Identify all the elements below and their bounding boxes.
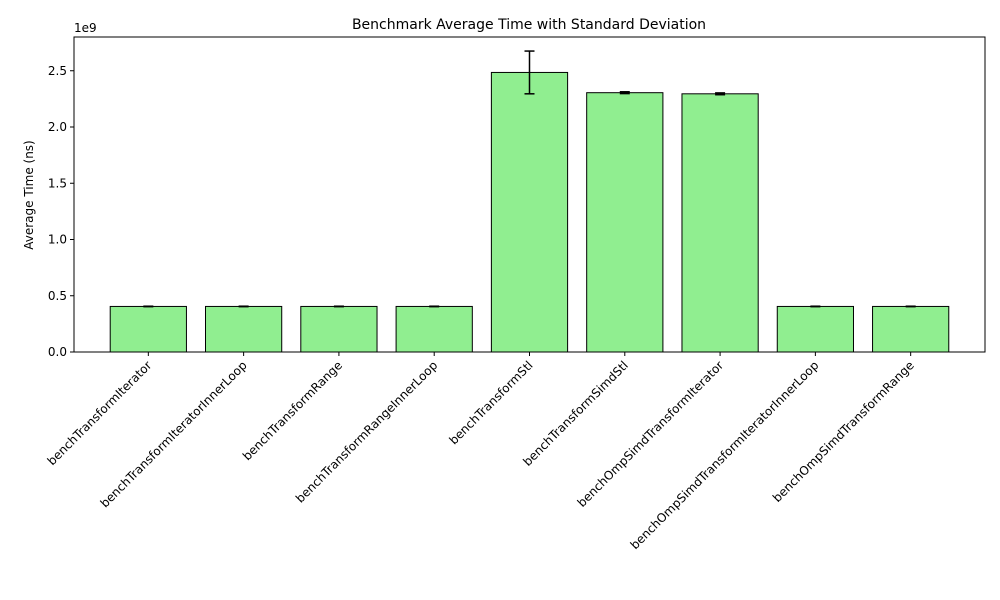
x-tick-label-4: benchTransformStl (446, 358, 535, 447)
y-tick-label-2: 1.0 (48, 233, 67, 247)
plot-area-frame (73, 36, 986, 353)
y-axis: 0.0 0.5 1.0 1.5 2.0 2.5 (48, 64, 74, 359)
x-axis: benchTransformIteratorbenchTransformIter… (45, 352, 917, 552)
bar-4 (490, 71, 569, 353)
bar-8 (872, 305, 950, 353)
bar-1 (205, 305, 283, 353)
x-tick-label-2: benchTransformRange (240, 358, 345, 463)
y-tick-label-1: 0.5 (48, 289, 67, 303)
bar-7 (776, 305, 854, 353)
y-axis-label: Average Time (ns) (22, 140, 36, 250)
x-tick-label-5: benchTransformSimdStl (520, 358, 631, 469)
x-tick-label-7: benchOmpSimdTransformIteratorInnerLoop (628, 358, 822, 552)
bar-6 (681, 93, 759, 353)
y-tick-label-4: 2.0 (48, 120, 67, 134)
bar-5 (586, 92, 664, 353)
error-bar-6 (715, 92, 726, 96)
y-axis-offset-text: 1e9 (74, 21, 97, 35)
error-bar-4 (524, 50, 535, 95)
y-tick-label-3: 1.5 (48, 176, 67, 190)
x-tick-label-0: benchTransformIterator (45, 358, 155, 468)
error-bar-5 (619, 91, 630, 95)
chart-title: Benchmark Average Time with Standard Dev… (352, 17, 706, 33)
bar-2 (300, 305, 378, 353)
y-tick-label-5: 2.5 (48, 64, 67, 78)
error-bars-group (143, 50, 916, 308)
bar-3 (395, 305, 473, 353)
bar-0 (109, 305, 187, 353)
bars-group (109, 71, 950, 353)
y-tick-label-0: 0.0 (48, 345, 67, 359)
